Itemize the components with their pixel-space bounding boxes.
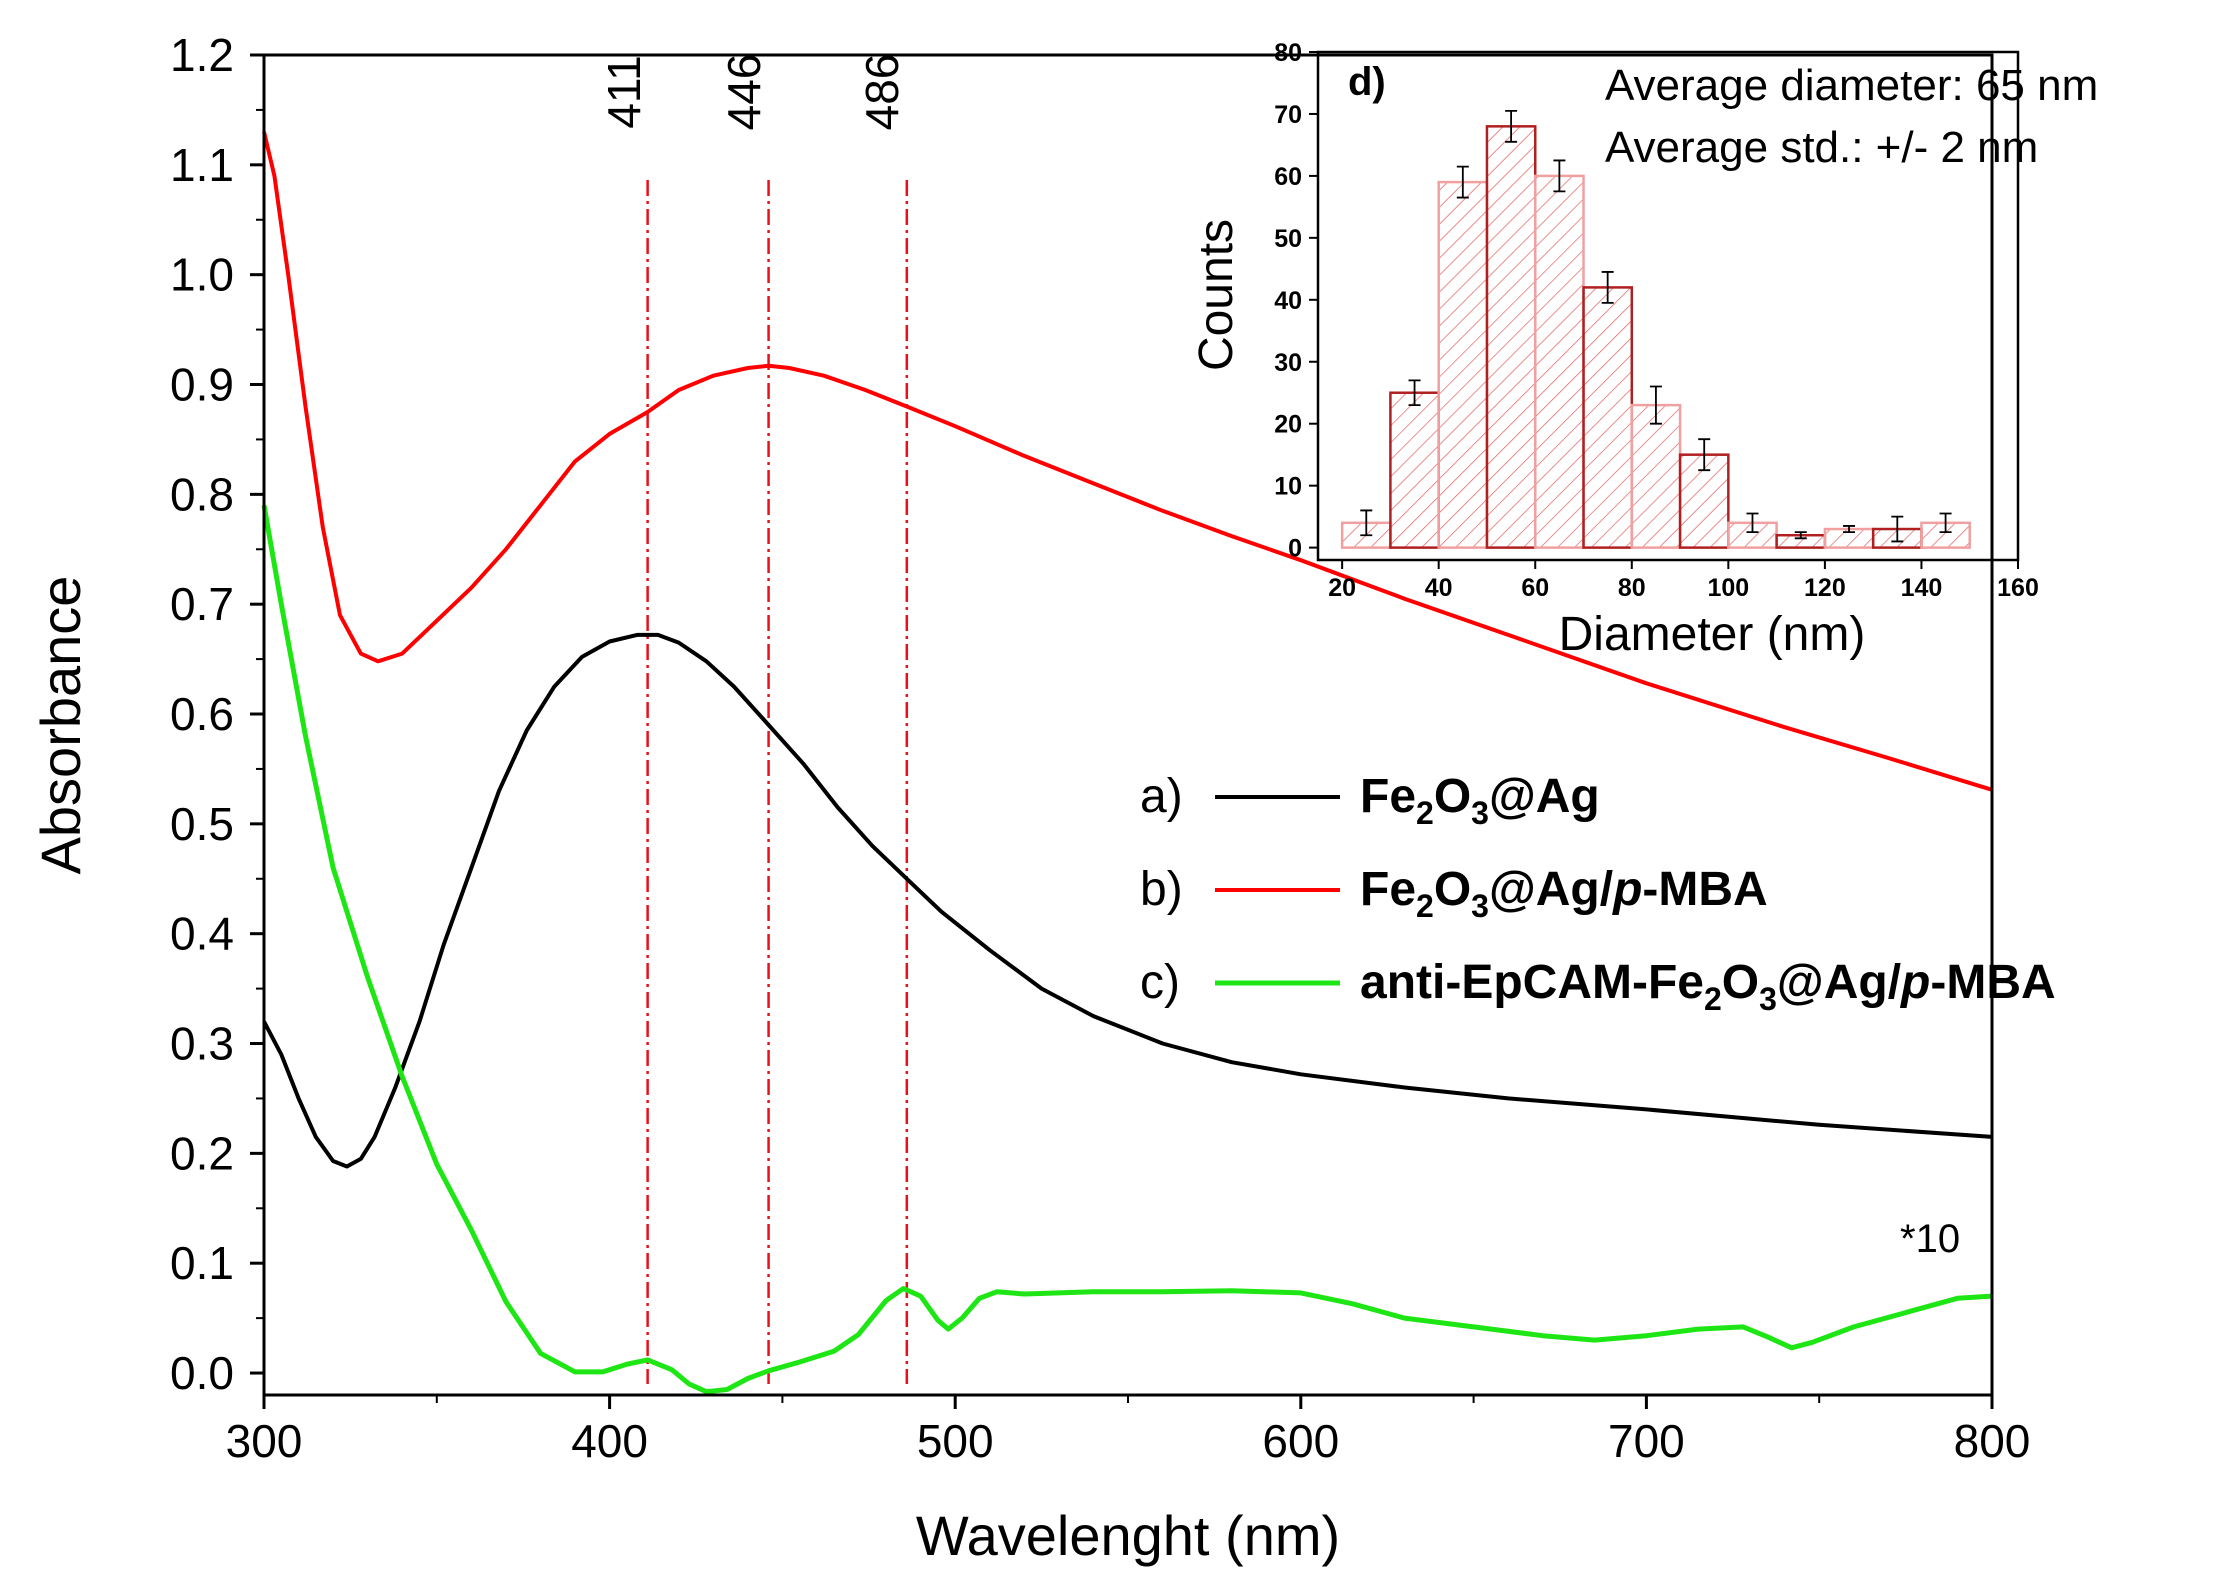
legend-label-c: anti-EpCAM-Fe2O3@Ag/p-MBA xyxy=(1360,956,2056,1017)
inset-y-tick-label: 60 xyxy=(1274,163,1302,191)
inset-y-tick-label: 20 xyxy=(1274,411,1302,439)
histogram-error-bar xyxy=(1891,515,1904,543)
x-tick-label: 600 xyxy=(1262,1415,1339,1467)
histogram-error-bar xyxy=(1746,512,1759,534)
inset-y-tick-label: 70 xyxy=(1274,101,1302,129)
main-axis-ticks: 300 400 500 600 700 8000.00.10.20.30.40.50.60… xyxy=(170,29,2030,1467)
histogram-error-bar xyxy=(1360,509,1373,537)
peak-label-486: 486 xyxy=(856,54,908,131)
reference-lines xyxy=(646,180,909,1385)
histogram-bar xyxy=(1437,180,1489,549)
y-tick-label: 0.7 xyxy=(170,578,234,630)
inset-x-tick-label: 20 xyxy=(1328,574,1356,602)
inset-x-tick-label: 160 xyxy=(1997,574,2039,602)
x-tick-label: 700 xyxy=(1608,1415,1685,1467)
legend-item-c: c) anti-EpCAM-Fe2O3@Ag/p-MBA xyxy=(1140,956,2056,1017)
histogram-bar xyxy=(1533,174,1585,549)
inset-y-tick-label: 40 xyxy=(1274,287,1302,315)
series-c-line xyxy=(261,504,1993,1395)
legend-prefix-c: c) xyxy=(1140,956,1180,1009)
y-tick-label: 1.1 xyxy=(170,139,234,191)
y-tick-label: 0.9 xyxy=(170,359,234,411)
legend-label-b: Fe2O3@Ag/p-MBA xyxy=(1360,863,1768,924)
x-tick-label: 400 xyxy=(571,1415,648,1467)
histogram-error-bar xyxy=(1843,525,1856,534)
inset-annotation-std: Average std.: +/- 2 nm xyxy=(1605,123,2038,172)
inset-x-tick-label: 40 xyxy=(1425,574,1453,602)
inset-annotation-diameter: Average diameter: 65 nm xyxy=(1605,61,2098,110)
histogram-error-bar xyxy=(1601,271,1614,304)
x-tick-label: 500 xyxy=(917,1415,994,1467)
inset-plot-frame xyxy=(1316,50,2020,562)
inset-y-tick-label: 50 xyxy=(1274,225,1302,253)
y-tick-label: 0.2 xyxy=(170,1127,234,1179)
inset-y-axis-title: Counts xyxy=(1190,219,1243,371)
histogram-error-bar xyxy=(1794,531,1807,540)
y-tick-label: 1.0 xyxy=(170,249,234,301)
inset-y-tick-label: 0 xyxy=(1288,535,1302,563)
inset-panel-label: d) xyxy=(1348,60,1386,104)
multiplier-label: *10 xyxy=(1900,1217,1960,1261)
y-tick-label: 0.3 xyxy=(170,1018,234,1070)
inset-x-tick-label: 120 xyxy=(1804,574,1846,602)
inset-x-tick-label: 140 xyxy=(1901,574,1943,602)
histogram-bar xyxy=(1485,125,1537,549)
peak-label-411: 411 xyxy=(598,55,650,128)
y-tick-label: 0.8 xyxy=(170,468,234,520)
legend-item-a: a) Fe2O3@Ag xyxy=(1140,770,1600,831)
legend-prefix-b: b) xyxy=(1140,863,1183,916)
main-y-axis-title: Absorbance xyxy=(29,576,92,875)
inset-x-tick-label: 60 xyxy=(1521,574,1549,602)
inset-y-tick-label: 10 xyxy=(1274,473,1302,501)
histogram-bar xyxy=(1389,391,1440,549)
main-x-axis-title: Wavelenght (nm) xyxy=(916,1504,1340,1567)
y-tick-label: 0.5 xyxy=(170,798,234,850)
peak-label-446: 446 xyxy=(718,54,770,131)
y-tick-label: 0.4 xyxy=(170,908,234,960)
inset-x-tick-label: 80 xyxy=(1618,574,1646,602)
y-tick-label: 0.1 xyxy=(170,1237,234,1289)
spectra-series xyxy=(261,131,1993,1395)
inset-x-tick-label: 100 xyxy=(1707,574,1749,602)
histogram-error-bar xyxy=(1553,159,1566,193)
main-chart: 300 400 500 600 700 8000.00.10.20.30.40.50.60… xyxy=(29,29,2030,1567)
y-tick-label: 0.6 xyxy=(170,688,234,740)
histogram-bar xyxy=(1582,286,1634,549)
series-b-line xyxy=(262,131,1993,792)
inset-bars xyxy=(1340,109,1971,549)
histogram-error-bar xyxy=(1698,438,1711,472)
x-tick-label: 800 xyxy=(1954,1415,2031,1467)
inset-x-axis-title: Diameter (nm) xyxy=(1559,608,1866,661)
y-tick-label: 1.2 xyxy=(170,29,234,81)
legend-label-a: Fe2O3@Ag xyxy=(1360,770,1600,831)
histogram-error-bar xyxy=(1505,109,1518,143)
x-tick-label: 300 xyxy=(226,1415,303,1467)
legend-item-b: b) Fe2O3@Ag/p-MBA xyxy=(1140,863,1768,924)
legend: a) Fe2O3@Ag b) Fe2O3@Ag/p-MBA c) anti-Ep… xyxy=(1140,770,2056,1017)
histogram-error-bar xyxy=(1408,379,1421,407)
histogram-error-bar xyxy=(1456,165,1469,199)
y-tick-label: 0.0 xyxy=(170,1347,234,1399)
inset-chart: 20 40 60 80 100 120 140 160 0 10 20 30 40 50 60 70 80 d)… xyxy=(1190,39,2098,661)
histogram-error-bar xyxy=(1939,512,1952,534)
inset-y-tick-label: 30 xyxy=(1274,349,1302,377)
inset-axis-ticks: 20 40 60 80 100 120 140 160 0 10 20 30 40 50 60 70 80 xyxy=(1274,39,2039,602)
series-a-line xyxy=(262,632,1993,1169)
histogram-bar xyxy=(1630,403,1682,549)
histogram-error-bar xyxy=(1649,385,1662,425)
inset-y-tick-label: 80 xyxy=(1274,39,1302,67)
legend-prefix-a: a) xyxy=(1140,770,1183,823)
main-plot-frame xyxy=(262,53,1994,1397)
